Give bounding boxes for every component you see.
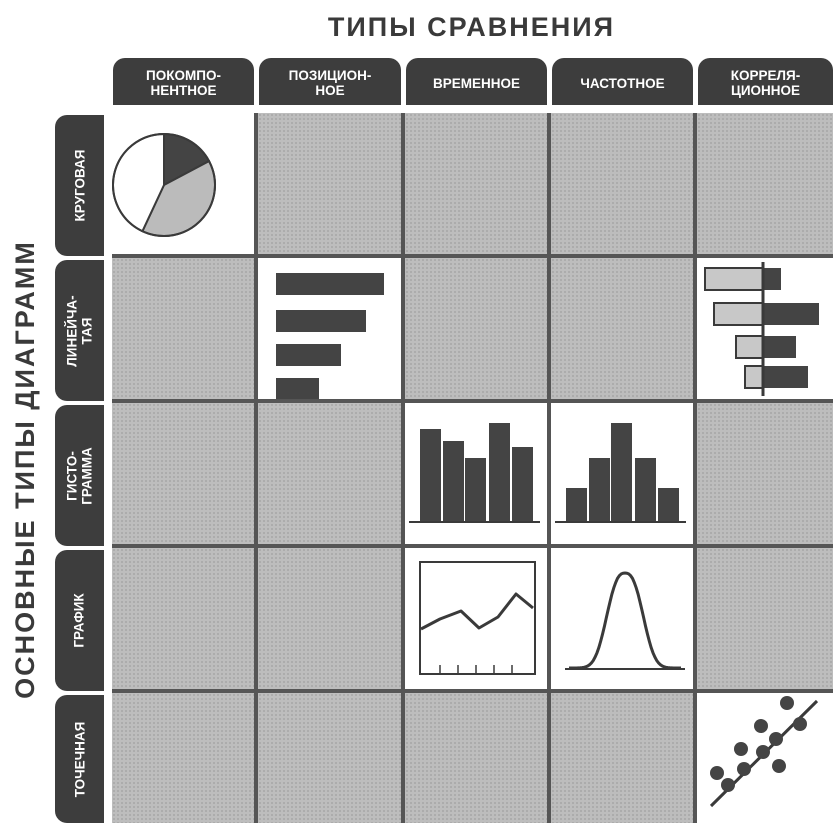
scatter-point-10 [772, 759, 786, 773]
histogram-bar-3 [611, 423, 632, 521]
bar-3 [276, 344, 341, 366]
left-bar-3 [735, 335, 764, 359]
cell-bar-component [112, 258, 254, 399]
scatter-plot-icon [709, 696, 819, 808]
pie-chart-icon [112, 132, 216, 237]
cell-bar-frequency [551, 258, 693, 399]
right-bar-4 [763, 366, 808, 388]
cell-bar-time [405, 258, 547, 399]
cell-histogram-component [112, 403, 254, 544]
scatter-point-3 [734, 742, 748, 756]
time-histogram-icon [409, 423, 540, 523]
right-bar-2 [763, 303, 819, 325]
cell-line-frequency [551, 548, 693, 689]
row-label-bar: ЛИНЕЙЧА- ТАЯ [64, 294, 95, 367]
cell-dot-frequency [551, 693, 693, 823]
diagram-title-comparison-types: ТИПЫ СРАВНЕНИЯ [327, 12, 616, 42]
scatter-point-5 [737, 762, 751, 776]
column-header-component: ПОКОМПО- НЕНТНОЕ [113, 58, 254, 105]
bar-1 [276, 273, 384, 295]
frequency-histogram-icon [555, 423, 686, 523]
histogram-bar-1 [420, 429, 441, 521]
row-header-pie: КРУГОВАЯ [55, 115, 104, 256]
cell-dot-correlation [697, 693, 833, 823]
bell-curve [569, 571, 681, 670]
histogram-bar-5 [512, 447, 533, 521]
cell-line-component [112, 548, 254, 689]
column-header-frequency: ЧАСТОТНОЕ [552, 58, 693, 105]
row-header-histogram: ГИСТО- ГРАММА [55, 405, 104, 546]
plot-frame [419, 561, 536, 675]
chart-types-title-text: ОСНОВНЫЕ ТИПЫ ДИАГРАММ [9, 240, 40, 699]
scatter-point-7 [721, 778, 735, 792]
row-header-bar: ЛИНЕЙЧА- ТАЯ [55, 260, 104, 401]
cell-line-position [258, 548, 401, 689]
left-bar-4 [744, 365, 764, 389]
scatter-point-2 [754, 719, 768, 733]
column-header-time: ВРЕМЕННОЕ [406, 58, 547, 105]
cell-pie-time [405, 113, 547, 254]
cell-pie-correlation [697, 113, 833, 254]
cell-histogram-time [405, 403, 547, 544]
row-label-pie: КРУГОВАЯ [72, 149, 88, 222]
cell-dot-position [258, 693, 401, 823]
histogram-bar-2 [589, 458, 610, 521]
cell-bar-position [258, 258, 401, 399]
histogram-bar-1 [566, 488, 587, 521]
histogram-bar-4 [635, 458, 656, 521]
left-bar-2 [713, 302, 764, 326]
diagram-title-chart-types: ОСНОВНЫЕ ТИПЫ ДИАГРАММ [2, 116, 48, 823]
histogram-bar-2 [443, 441, 464, 521]
bar-4 [276, 378, 319, 399]
paired-bar-chart-icon [704, 262, 819, 396]
scatter-point-8 [769, 732, 783, 746]
pie-outline [112, 133, 216, 237]
histogram-bar-3 [465, 458, 486, 521]
histogram-bar-4 [489, 423, 510, 521]
row-header-line: ГРАФИК [55, 550, 104, 691]
cell-bar-correlation [697, 258, 833, 399]
row-header-dot: ТОЧЕЧНАЯ [55, 695, 104, 823]
cell-histogram-position [258, 403, 401, 544]
bell-curve-icon [565, 571, 685, 670]
data-line [420, 592, 534, 631]
cell-line-correlation [697, 548, 833, 689]
cell-pie-frequency [551, 113, 693, 254]
line-chart-icon [419, 561, 536, 675]
cell-pie-component [112, 113, 254, 254]
scatter-point-4 [756, 745, 770, 759]
histogram-bar-5 [658, 488, 679, 521]
scatter-point-1 [780, 696, 794, 710]
row-label-line: ГРАФИК [72, 593, 88, 648]
cell-dot-component [112, 693, 254, 823]
bar-2 [276, 310, 366, 332]
left-bar-1 [704, 267, 764, 291]
cell-dot-time [405, 693, 547, 823]
cell-histogram-correlation [697, 403, 833, 544]
comparison-matrix-grid [112, 113, 833, 823]
scatter-point-6 [710, 766, 724, 780]
right-bar-3 [763, 336, 796, 358]
cell-pie-position [258, 113, 401, 254]
row-label-histogram: ГИСТО- ГРАММА [64, 446, 95, 505]
scatter-point-9 [793, 717, 807, 731]
cell-histogram-frequency [551, 403, 693, 544]
column-header-correlation: КОРРЕЛЯ- ЦИОННОЕ [698, 58, 833, 105]
column-header-position: ПОЗИЦИОН- НОЕ [259, 58, 401, 105]
right-bar-1 [763, 268, 781, 290]
horizontal-bar-chart-icon [276, 273, 384, 399]
row-label-dot: ТОЧЕЧНАЯ [72, 721, 87, 797]
cell-line-time [405, 548, 547, 689]
